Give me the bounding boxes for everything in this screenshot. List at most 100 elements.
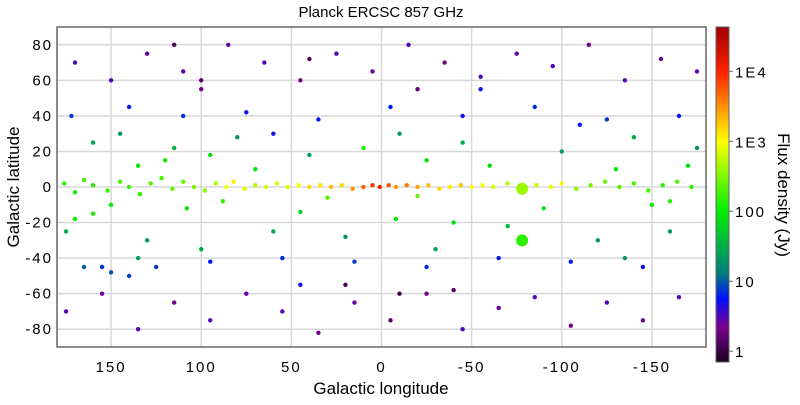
data-point <box>108 202 114 207</box>
y-tick-label: 0 <box>43 179 53 196</box>
data-point <box>559 149 564 154</box>
data-point <box>171 42 177 47</box>
data-point <box>397 291 402 296</box>
data-point <box>296 183 301 188</box>
data-point <box>534 183 539 188</box>
data-point <box>532 295 537 300</box>
data-point <box>105 188 110 193</box>
data-point <box>271 229 276 234</box>
data-point <box>667 229 673 234</box>
data-point <box>285 184 290 190</box>
data-point <box>224 184 229 190</box>
data-point <box>352 259 357 264</box>
data-point <box>568 259 573 264</box>
data-point <box>388 318 393 323</box>
data-point <box>415 184 420 190</box>
data-point <box>361 145 366 151</box>
data-point <box>135 255 141 261</box>
chart-title: Planck ERCSC 857 GHz <box>298 4 463 21</box>
data-point <box>144 51 150 56</box>
data-point <box>108 78 114 83</box>
data-point <box>144 238 150 243</box>
data-point <box>253 167 258 172</box>
data-point <box>361 184 366 190</box>
y-tick-label: 60 <box>32 72 53 89</box>
data-point <box>424 158 429 163</box>
data-point <box>159 175 164 181</box>
data-point <box>90 183 96 188</box>
data-point <box>135 163 141 168</box>
data-point <box>487 163 492 168</box>
data-point <box>72 60 78 65</box>
y-axis-label: Galactic latitude <box>4 127 23 248</box>
data-point <box>588 183 593 188</box>
data-point <box>631 135 637 140</box>
data-point <box>99 264 105 270</box>
data-point <box>135 327 141 332</box>
data-point <box>343 282 348 287</box>
data-point <box>595 238 601 243</box>
data-point <box>388 104 393 110</box>
data-point <box>646 188 651 193</box>
data-point <box>514 51 519 56</box>
data-point <box>694 69 700 74</box>
colorbar-label: Flux density (Jy) <box>774 133 793 257</box>
data-point <box>386 183 391 188</box>
data-point <box>649 202 655 207</box>
data-point <box>148 181 153 186</box>
data-point <box>137 191 143 197</box>
data-point <box>586 42 592 47</box>
x-tick-label: 100 <box>186 359 217 376</box>
data-point <box>263 184 269 190</box>
data-point <box>604 300 610 305</box>
data-point <box>377 184 382 190</box>
data-point <box>162 158 168 163</box>
data-point <box>604 117 610 122</box>
data-point <box>548 184 554 190</box>
data-point <box>298 209 303 215</box>
data-point <box>478 74 483 79</box>
y-tick-label: -40 <box>25 250 53 267</box>
data-point <box>352 300 357 305</box>
data-point <box>689 184 694 190</box>
data-points <box>62 42 700 335</box>
data-point <box>171 300 177 305</box>
data-point <box>640 318 646 323</box>
data-point <box>81 264 87 270</box>
data-point <box>199 247 204 252</box>
x-ticks: 150 100 50 0 -50 -100 -150 <box>96 359 671 376</box>
y-tick-label: 80 <box>32 37 53 54</box>
data-point <box>280 255 285 261</box>
data-point <box>274 181 280 186</box>
data-point <box>262 60 267 65</box>
x-tick-label: 0 <box>376 359 386 376</box>
data-point <box>208 259 213 264</box>
data-point <box>622 78 628 83</box>
data-point <box>674 179 680 184</box>
colorbar-tick-label: 100 <box>735 204 766 221</box>
y-tick-label: -20 <box>25 215 53 232</box>
y-ticks: 80 60 40 20 0 -20 -40 -60 -80 <box>25 37 53 338</box>
data-point <box>667 199 673 204</box>
colorbar-tick-label: 1E4 <box>735 64 768 81</box>
data-point <box>406 42 411 47</box>
data-point <box>602 179 608 184</box>
colorbar-tick-label: 1E3 <box>735 134 768 151</box>
data-point <box>253 183 258 188</box>
data-point <box>325 195 330 200</box>
data-point <box>271 131 276 136</box>
data-point <box>81 177 87 183</box>
y-tick-label: -80 <box>25 321 53 338</box>
x-tick-label: 50 <box>281 359 302 376</box>
data-point <box>126 104 132 110</box>
data-point <box>676 113 682 119</box>
data-point <box>370 183 375 188</box>
data-point <box>694 145 700 151</box>
data-point <box>117 179 123 184</box>
data-point <box>496 255 501 261</box>
data-point <box>63 229 69 234</box>
data-point <box>244 110 249 115</box>
x-tick-label: -150 <box>633 359 671 376</box>
data-point <box>298 78 303 83</box>
data-point <box>213 181 218 186</box>
